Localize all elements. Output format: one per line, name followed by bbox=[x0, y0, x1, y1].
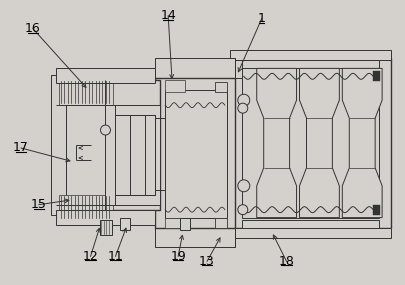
Bar bbox=[155, 228, 235, 247]
Bar bbox=[242, 220, 379, 228]
Circle shape bbox=[100, 125, 111, 135]
Bar bbox=[155, 58, 235, 78]
Bar bbox=[120, 218, 130, 230]
Bar bbox=[59, 80, 113, 105]
Bar bbox=[242, 68, 379, 218]
Bar bbox=[56, 68, 155, 83]
Bar bbox=[51, 75, 66, 215]
Bar bbox=[242, 60, 379, 68]
Bar bbox=[230, 50, 391, 60]
Polygon shape bbox=[342, 68, 382, 218]
Text: 15: 15 bbox=[31, 198, 47, 211]
Polygon shape bbox=[257, 68, 296, 218]
Circle shape bbox=[238, 180, 250, 192]
Bar bbox=[56, 210, 155, 225]
Bar bbox=[180, 218, 190, 230]
Bar bbox=[165, 90, 227, 218]
Bar bbox=[100, 220, 113, 235]
Bar bbox=[115, 115, 155, 195]
Text: 11: 11 bbox=[108, 250, 123, 263]
Text: 19: 19 bbox=[170, 250, 186, 263]
Text: 18: 18 bbox=[279, 255, 294, 268]
Bar bbox=[165, 80, 185, 92]
Bar bbox=[215, 82, 227, 92]
Bar bbox=[59, 195, 113, 220]
Text: 14: 14 bbox=[160, 9, 176, 22]
Bar bbox=[215, 218, 227, 228]
Circle shape bbox=[238, 103, 248, 113]
Bar bbox=[105, 105, 160, 205]
Text: 1: 1 bbox=[258, 12, 266, 25]
Bar bbox=[56, 80, 160, 210]
Bar bbox=[373, 71, 380, 81]
Bar bbox=[230, 58, 391, 228]
Polygon shape bbox=[300, 68, 339, 218]
Text: 16: 16 bbox=[25, 22, 41, 35]
Bar bbox=[230, 228, 391, 237]
Text: 17: 17 bbox=[13, 141, 29, 154]
Bar bbox=[165, 218, 185, 228]
Circle shape bbox=[238, 205, 248, 215]
Text: 13: 13 bbox=[199, 255, 215, 268]
Bar bbox=[155, 78, 235, 228]
Text: 12: 12 bbox=[83, 250, 98, 263]
Circle shape bbox=[238, 94, 250, 106]
Bar bbox=[373, 205, 380, 215]
